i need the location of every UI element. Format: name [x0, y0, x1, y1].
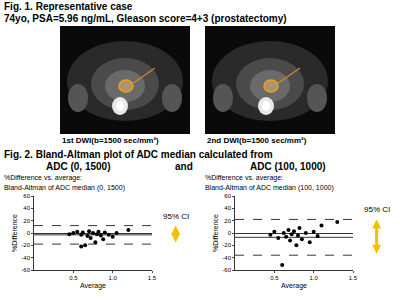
- svg-text:-40: -40: [21, 255, 30, 261]
- html-text:ADC (100, 1000): ADC (100, 1000): [250, 161, 326, 172]
- svg-text:%Difference: %Difference: [212, 214, 219, 252]
- svg-text:-20: -20: [21, 242, 30, 248]
- svg-text:40: 40: [224, 205, 231, 211]
- svg-text:40: 40: [23, 205, 30, 211]
- svg-text:20: 20: [23, 218, 30, 224]
- svg-text:%Difference vs. average:Bland-: %Difference vs. average:Bland-Altman of …: [4, 174, 125, 191]
- svg-text:1.5: 1.5: [148, 275, 157, 281]
- html-text:Fig. 2. Bland-Altman plot of A: Fig. 2. Bland-Altman plot of ADC median …: [4, 149, 273, 160]
- html-text:2nd DWI(b=1500 sec/mm²): 2nd DWI(b=1500 sec/mm²): [207, 136, 307, 145]
- svg-text:Average: Average: [281, 282, 307, 290]
- svg-text:95% CI: 95% CI: [163, 212, 189, 221]
- html-text:ADC (0, 1500): ADC (0, 1500): [46, 161, 111, 172]
- svg-text:1.5: 1.5: [349, 275, 358, 281]
- svg-text:1.0: 1.0: [309, 275, 318, 281]
- svg-text:20: 20: [224, 218, 231, 224]
- html-text:74yo, PSA=5.96 ng/mL, Gleason: 74yo, PSA=5.96 ng/mL, Gleason score=4+3 …: [4, 13, 287, 24]
- svg-text:0.5: 0.5: [69, 275, 78, 281]
- html-text:and: and: [175, 161, 193, 172]
- svg-text:0.5: 0.5: [270, 275, 279, 281]
- svg-text:Average: Average: [80, 282, 106, 290]
- html-text:Fig. 1. Representative case: Fig. 1. Representative case: [4, 1, 133, 12]
- html-text:1st DWI(b=1500 sec/mm²): 1st DWI(b=1500 sec/mm²): [62, 136, 159, 145]
- svg-text:95% CI: 95% CI: [364, 205, 390, 214]
- svg-text:-40: -40: [222, 255, 231, 261]
- svg-text:-60: -60: [222, 267, 231, 273]
- svg-text:1.0: 1.0: [108, 275, 117, 281]
- svg-text:%Difference vs. average:Bland-: %Difference vs. average:Bland-Altman of …: [205, 174, 334, 191]
- svg-text:0: 0: [228, 230, 232, 236]
- svg-text:-60: -60: [21, 267, 30, 273]
- svg-text:60: 60: [23, 193, 30, 199]
- svg-text:0: 0: [27, 230, 31, 236]
- svg-text:60: 60: [224, 193, 231, 199]
- svg-text:%Difference: %Difference: [11, 214, 18, 252]
- svg-text:-20: -20: [222, 242, 231, 248]
